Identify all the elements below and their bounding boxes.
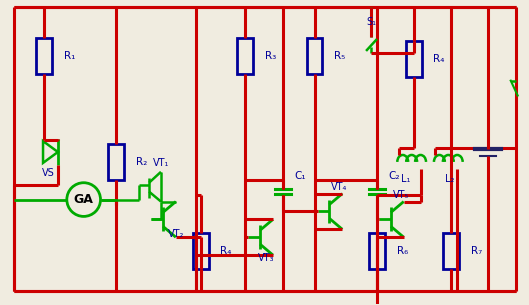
- Text: R₇: R₇: [471, 246, 482, 256]
- Bar: [36, 38, 52, 74]
- Text: R₃: R₃: [265, 51, 276, 61]
- Text: R₄: R₄: [221, 246, 232, 256]
- Text: GA: GA: [74, 193, 94, 206]
- Text: R₅: R₅: [334, 51, 345, 61]
- Text: C₂: C₂: [389, 171, 400, 181]
- Bar: [307, 38, 323, 74]
- Text: S₁: S₁: [366, 17, 376, 27]
- Text: VT₂: VT₂: [168, 229, 184, 239]
- Bar: [406, 41, 422, 77]
- Text: VT₅: VT₅: [393, 190, 409, 199]
- Text: VS: VS: [42, 168, 54, 178]
- Text: C₁: C₁: [295, 171, 306, 181]
- Text: VT₁: VT₁: [153, 158, 169, 168]
- Text: R₄: R₄: [433, 54, 445, 64]
- Bar: [237, 38, 253, 74]
- Text: L₂: L₂: [445, 174, 455, 184]
- Text: R₆: R₆: [397, 246, 408, 256]
- Bar: [369, 233, 385, 269]
- Bar: [193, 233, 208, 269]
- Text: VT₄: VT₄: [331, 182, 348, 192]
- Bar: [108, 144, 124, 180]
- Bar: [443, 233, 459, 269]
- Text: L₁: L₁: [401, 174, 410, 184]
- Text: VT₃: VT₃: [258, 253, 275, 263]
- Text: R₂: R₂: [136, 157, 148, 167]
- Text: R₁: R₁: [64, 51, 75, 61]
